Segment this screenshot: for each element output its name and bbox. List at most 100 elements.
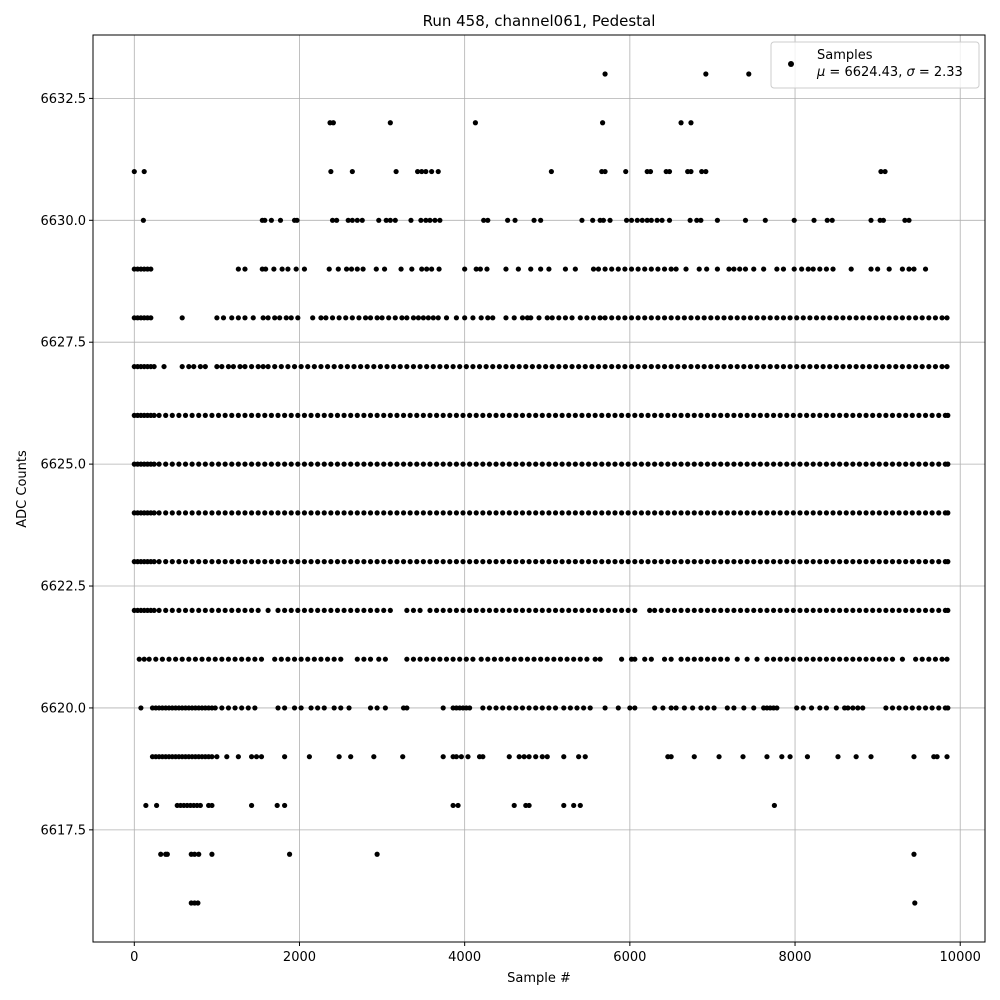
data-point [718,559,724,565]
data-point [572,412,578,418]
data-point [500,461,506,467]
data-point [163,607,169,614]
data-point [308,412,314,418]
data-point [519,559,526,565]
data-point [161,363,167,370]
data-point [936,705,942,711]
data-point [151,607,157,614]
chart-title: Run 458, channel061, Pedestal [423,12,656,30]
data-point [265,607,271,614]
data-point [515,266,521,272]
data-point [623,217,630,223]
data-point [889,705,896,711]
data-point [374,607,380,614]
data-point [153,802,160,809]
data-point [800,315,806,321]
data-point [387,607,393,614]
legend-sigma-symbol: σ [906,65,915,80]
data-point [447,461,453,467]
data-point [572,266,578,272]
data-point [305,656,311,662]
data-point [592,607,598,614]
data-point [945,607,951,614]
data-point [876,461,882,467]
data-point [151,363,157,370]
data-point [889,559,896,565]
data-point [473,607,479,614]
data-point [694,217,700,223]
data-point [850,461,856,467]
data-point [936,412,942,418]
data-point [202,412,208,418]
data-point [800,363,806,370]
data-point [685,461,691,467]
data-point [546,705,552,711]
data-point [430,656,436,662]
data-point [348,754,354,760]
data-point [291,705,298,711]
data-point [698,607,704,614]
data-point [566,461,572,467]
data-point [817,607,823,614]
data-point [506,412,512,418]
data-point [665,559,671,565]
data-point [879,315,886,321]
data-point [308,510,314,516]
data-point [770,607,777,614]
data-point [945,510,951,516]
data-point [618,559,625,565]
data-point [909,461,915,467]
data-point [850,412,856,418]
data-point [572,607,578,614]
data-point [652,705,658,711]
data-point [883,510,889,516]
data-point [140,217,146,223]
data-point [642,656,648,662]
data-point [321,559,327,565]
data-point [632,510,638,516]
data-point [288,510,294,516]
data-point [235,754,241,760]
data-point [889,412,896,418]
data-point [505,217,511,223]
data-point [359,217,365,223]
data-point [367,559,374,565]
x-tick-label: 10000 [940,950,981,965]
data-point [605,412,611,418]
data-point [136,656,142,662]
data-point [799,266,805,272]
data-point [480,412,486,418]
data-point [358,363,364,370]
data-point [777,607,783,614]
data-point [784,607,790,614]
data-point [845,705,851,711]
data-point [427,412,433,418]
data-point [764,510,770,516]
data-point [151,461,157,467]
data-point [599,510,605,516]
data-point [523,363,529,370]
data-point [922,461,929,467]
data-point [744,607,750,614]
data-point [427,461,433,467]
data-point [248,754,255,760]
data-point [351,363,357,370]
data-point [699,168,705,175]
data-point [427,510,433,516]
data-point [761,315,767,321]
data-point [361,510,367,516]
data-point [746,71,752,77]
data-point [328,607,334,614]
data-point [691,559,697,565]
data-point [886,315,892,321]
x-tick-label: 0 [130,950,138,965]
data-point [315,461,321,467]
data-point [790,510,796,516]
data-point [258,754,265,760]
data-point [875,266,881,272]
data-point [916,705,922,711]
data-point [615,705,621,711]
data-point [394,510,400,516]
data-point [538,656,544,662]
data-point [255,559,261,565]
